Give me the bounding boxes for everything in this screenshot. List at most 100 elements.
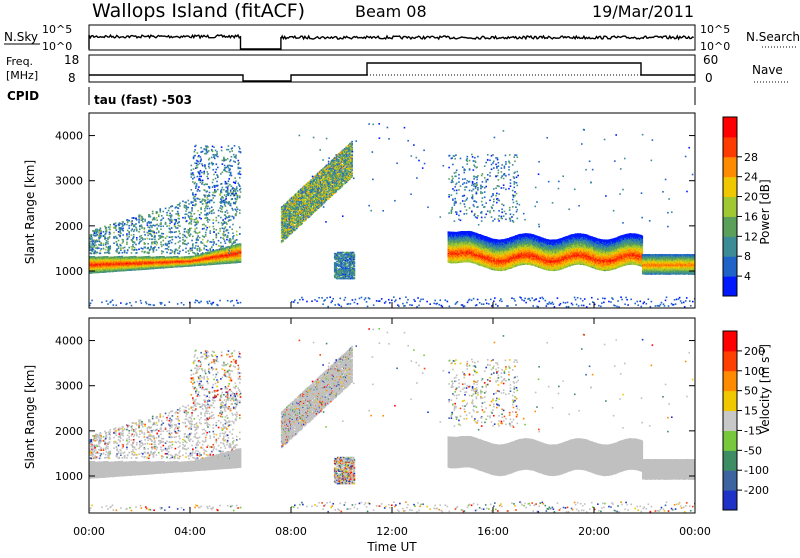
power-cell xyxy=(209,187,211,189)
power-cell xyxy=(213,228,215,230)
power-cell xyxy=(152,213,154,215)
power-cell xyxy=(175,231,177,233)
power-cell xyxy=(240,188,242,190)
power-cell xyxy=(122,225,124,227)
power-cell xyxy=(212,249,214,251)
power-cell xyxy=(166,212,168,214)
power-cell xyxy=(197,232,199,234)
power-cell xyxy=(237,168,239,170)
power-cell xyxy=(112,304,114,306)
power-cell xyxy=(169,207,171,209)
power-cell xyxy=(222,219,224,221)
power-cell xyxy=(206,171,208,173)
power-cell xyxy=(165,243,167,245)
power-cell xyxy=(208,166,210,168)
power-cell xyxy=(200,170,202,172)
power-cell xyxy=(166,245,168,247)
power-cell xyxy=(93,249,95,251)
freq-panel: Freq. [MHz] 18 8 60 0 Nave xyxy=(6,53,790,85)
power-cell xyxy=(142,221,144,223)
power-cell xyxy=(191,165,193,167)
power-cell xyxy=(196,223,198,225)
power-cell xyxy=(139,214,141,216)
power-cell xyxy=(211,199,213,201)
power-cell xyxy=(238,146,240,148)
power-cell xyxy=(196,242,198,244)
power-cell xyxy=(218,245,220,247)
power-cell xyxy=(238,173,240,175)
power-cell xyxy=(172,252,174,254)
power-cell xyxy=(202,151,204,153)
power-cell xyxy=(109,224,111,226)
power-cell xyxy=(217,305,219,307)
power-cell xyxy=(186,213,188,215)
power-cell xyxy=(156,244,158,246)
power-cell xyxy=(214,195,216,197)
power-cell xyxy=(150,222,152,224)
power-cell xyxy=(133,217,135,219)
power-cell xyxy=(138,220,140,222)
power-cell xyxy=(161,250,163,252)
power-cell xyxy=(234,240,236,242)
power-cell xyxy=(185,205,187,207)
power-cell xyxy=(221,208,223,210)
power-cell xyxy=(124,250,126,252)
power-cell xyxy=(200,158,202,160)
power-cell xyxy=(156,249,158,251)
power-cell xyxy=(162,233,164,235)
power-cell xyxy=(216,190,218,192)
power-cell xyxy=(217,176,219,178)
power-cell xyxy=(193,174,195,176)
power-cell xyxy=(127,250,129,252)
power-cell xyxy=(194,228,196,230)
power-cell xyxy=(126,235,128,237)
power-cell xyxy=(233,193,235,195)
power-cell xyxy=(106,246,108,248)
power-cell xyxy=(230,159,232,161)
power-cell xyxy=(216,244,218,246)
power-cell xyxy=(134,229,136,231)
power-cell xyxy=(203,171,205,173)
power-cell xyxy=(191,216,193,218)
power-cell xyxy=(169,223,171,225)
power-cell xyxy=(182,249,184,251)
power-cell xyxy=(178,213,180,215)
power-cell xyxy=(207,240,209,242)
power-cell xyxy=(197,300,199,302)
power-cell xyxy=(95,247,97,249)
power-data xyxy=(89,123,696,308)
power-cell xyxy=(231,147,233,149)
power-cell xyxy=(142,238,144,240)
power-cell xyxy=(162,211,164,213)
power-cell xyxy=(160,226,162,228)
power-cell xyxy=(100,242,102,244)
power-cell xyxy=(172,210,174,212)
power-cell xyxy=(120,248,122,250)
power-cell xyxy=(158,235,160,237)
power-cell xyxy=(162,244,164,246)
power-cell xyxy=(218,210,220,212)
nsky-trace xyxy=(89,35,694,49)
power-cell xyxy=(147,232,149,234)
power-cell xyxy=(160,222,162,224)
power-cell xyxy=(225,181,227,183)
power-cell xyxy=(228,145,230,147)
power-cell xyxy=(135,301,137,303)
power-cell xyxy=(211,162,213,164)
power-cell xyxy=(109,236,111,238)
power-cell xyxy=(99,238,101,240)
power-cell xyxy=(200,242,202,244)
power-cell xyxy=(225,167,227,169)
power-cell xyxy=(235,193,237,195)
power-cell xyxy=(203,248,205,250)
power-cell xyxy=(220,205,222,207)
power-cell xyxy=(126,252,128,254)
power-cell xyxy=(206,197,208,199)
power-cell xyxy=(119,252,121,254)
power-cell xyxy=(142,218,144,220)
power-cell xyxy=(292,200,294,202)
power-cell xyxy=(230,165,232,167)
power-cell xyxy=(222,223,224,225)
power-cell xyxy=(230,191,232,193)
power-cell xyxy=(175,227,177,229)
